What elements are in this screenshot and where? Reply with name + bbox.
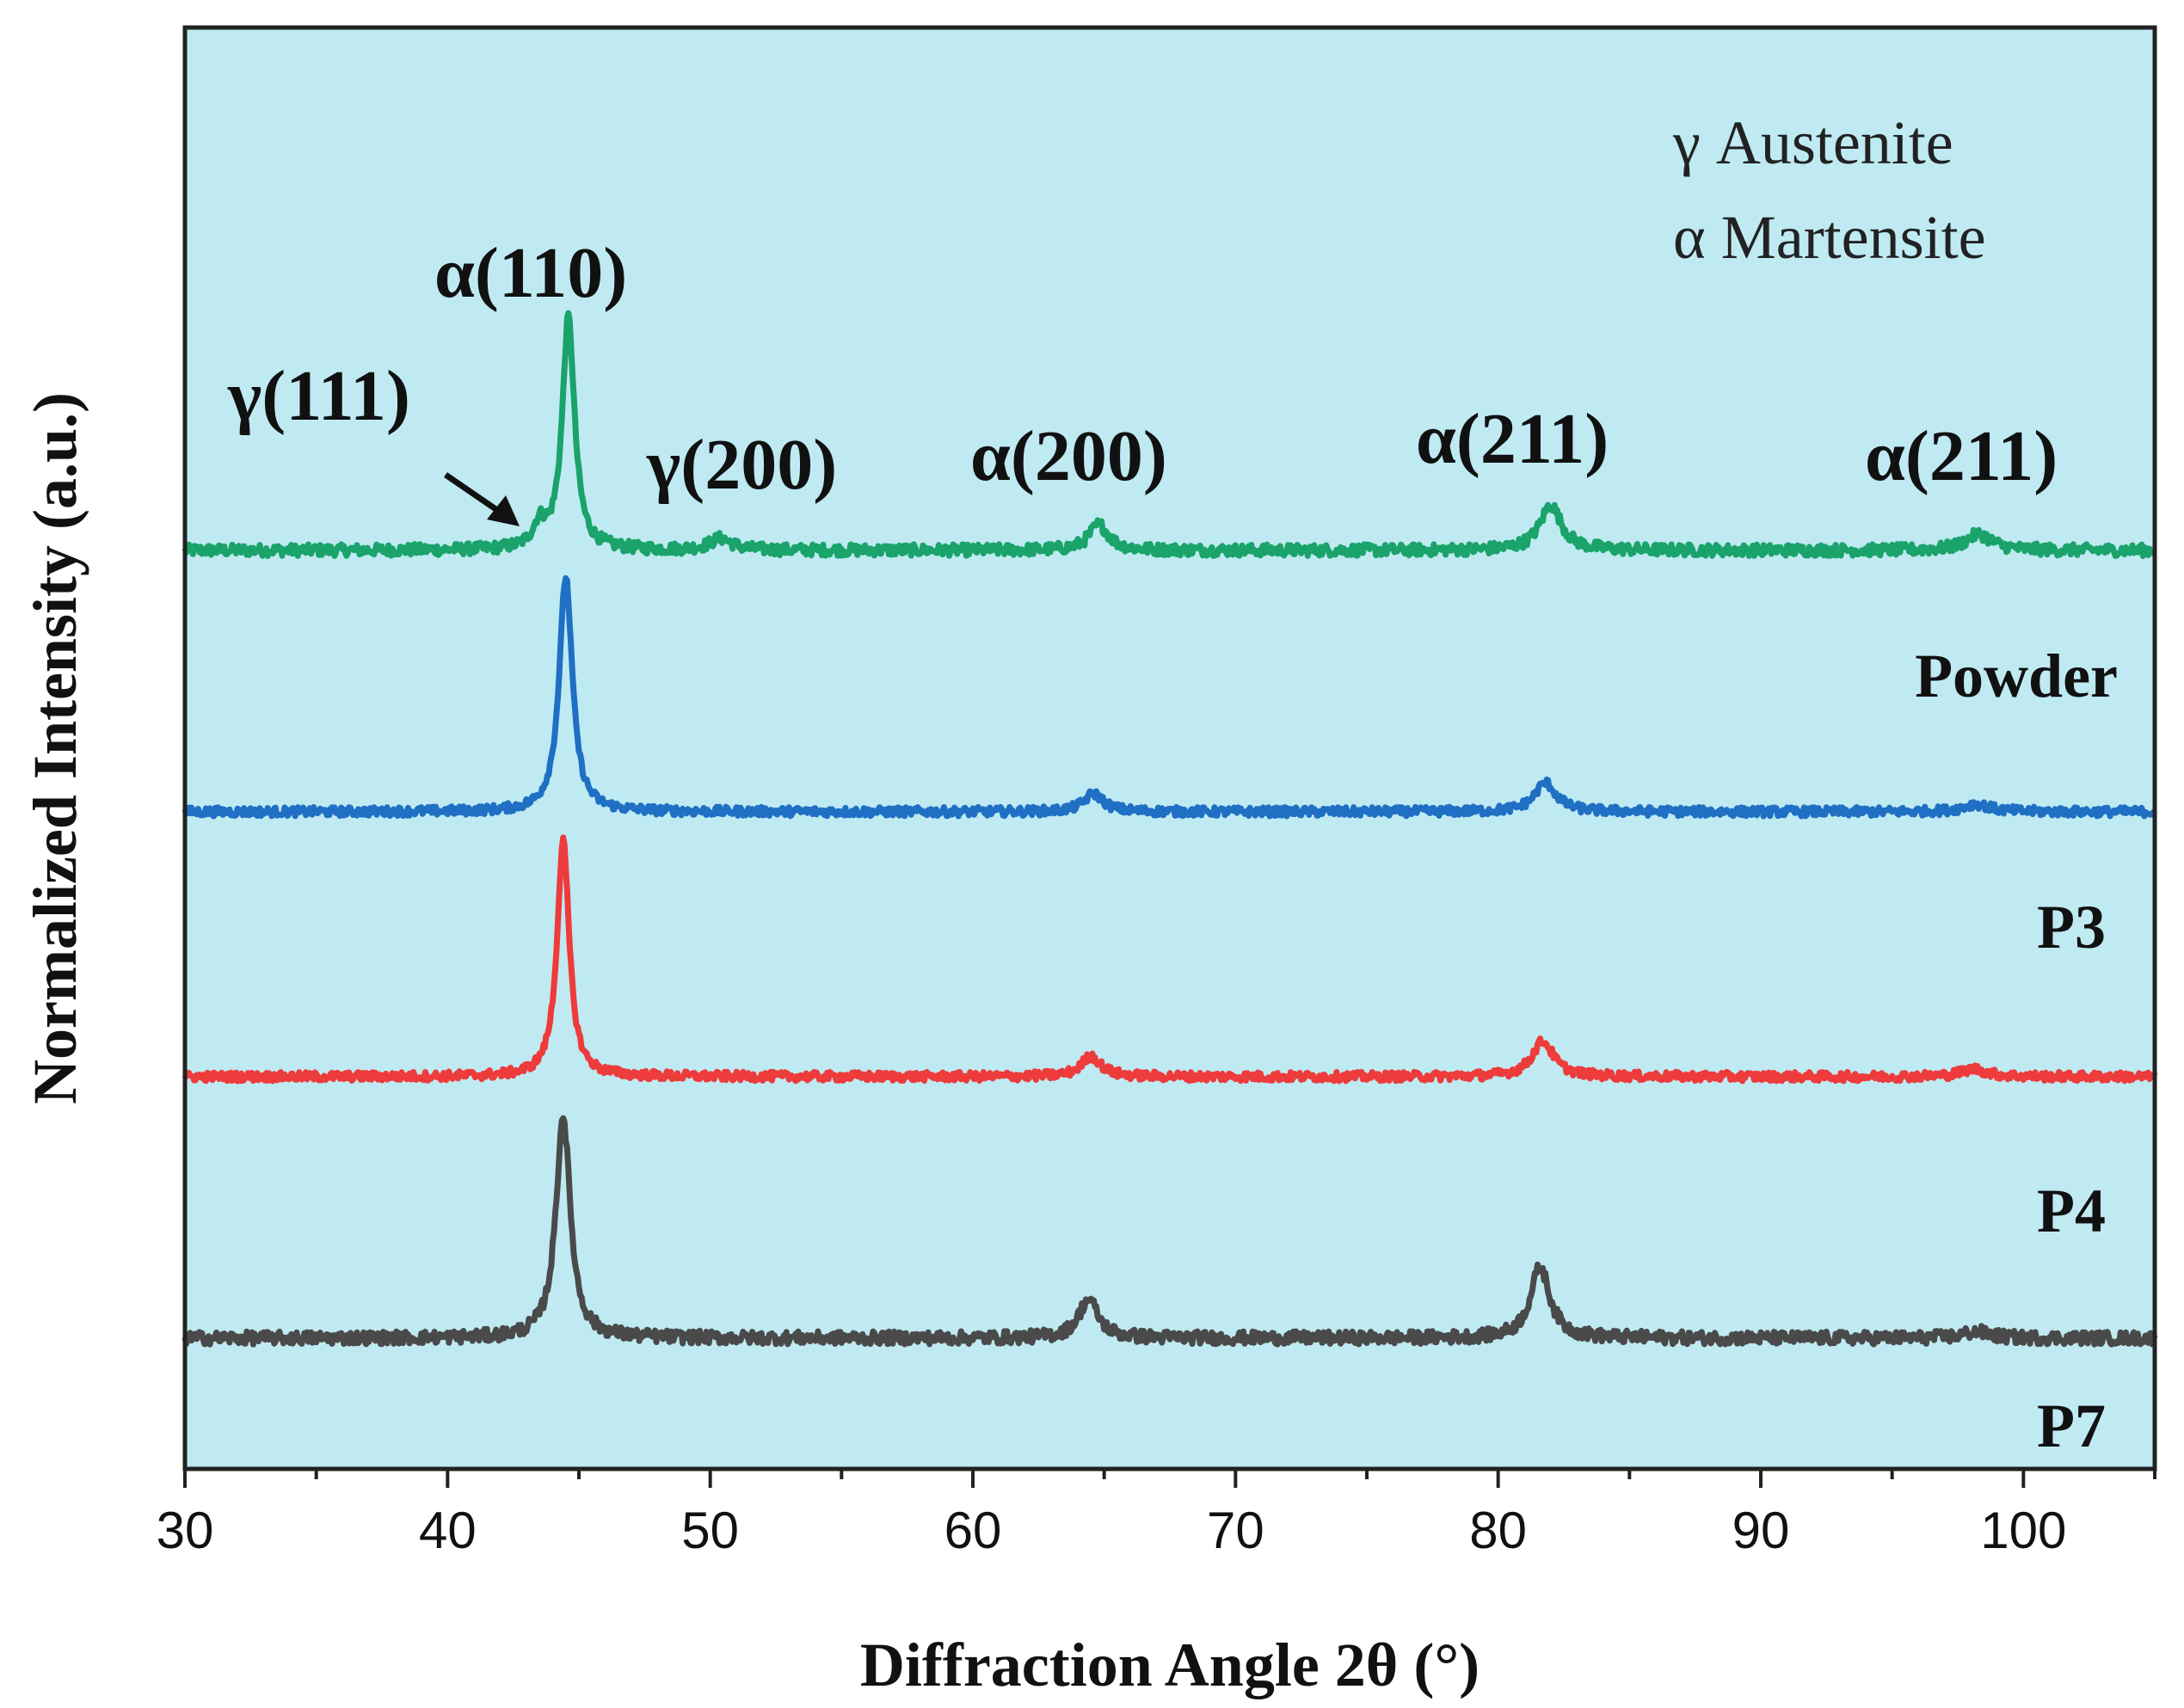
peak-label-alpha-211-a: α(211) bbox=[1416, 399, 1609, 479]
x-tick-label-60: 60 bbox=[944, 1502, 1002, 1559]
series-line-p7 bbox=[181, 1115, 2158, 1348]
series-line-p4 bbox=[181, 834, 2158, 1084]
x-tick-label-100: 100 bbox=[1980, 1502, 2066, 1559]
peak-arrow-head bbox=[487, 495, 520, 526]
x-tick-label-50: 50 bbox=[681, 1502, 739, 1559]
x-axis-ticks: 30 40 50 60 70 80 90 100 bbox=[157, 1469, 2156, 1559]
x-tick-label-30: 30 bbox=[157, 1502, 214, 1559]
x-tick-label-40: 40 bbox=[419, 1502, 477, 1559]
peak-label-alpha-200: α(200) bbox=[970, 416, 1167, 496]
y-axis-title: Normalized Intensity (a.u.) bbox=[21, 392, 89, 1104]
x-tick-label-90: 90 bbox=[1732, 1502, 1790, 1559]
legend-austenite: γ Austenite bbox=[1672, 108, 1953, 177]
peak-label-alpha-110: α(110) bbox=[434, 233, 627, 313]
series-line-powder bbox=[181, 310, 2156, 559]
plot-frame bbox=[182, 25, 2157, 1471]
sample-label-p4: P4 bbox=[2037, 1177, 2106, 1245]
sample-label-p3: P3 bbox=[2037, 893, 2106, 962]
series-line-p3 bbox=[181, 574, 2157, 820]
x-tick-label-70: 70 bbox=[1207, 1502, 1264, 1559]
series-layer bbox=[181, 310, 2158, 1348]
x-tick-label-80: 80 bbox=[1469, 1502, 1527, 1559]
x-axis-title: Diffraction Angle 2θ (°) bbox=[860, 1631, 1480, 1699]
sample-label-p7: P7 bbox=[2037, 1392, 2106, 1460]
sample-label-powder: Powder bbox=[1915, 642, 2118, 710]
peak-label-gamma-200: γ(200) bbox=[646, 425, 837, 505]
plot-background bbox=[185, 28, 2155, 1469]
peak-label-gamma-111: γ(111) bbox=[227, 356, 410, 436]
peak-label-alpha-211-b: α(211) bbox=[1865, 416, 2058, 496]
legend-martensite: α Martensite bbox=[1673, 203, 1986, 272]
